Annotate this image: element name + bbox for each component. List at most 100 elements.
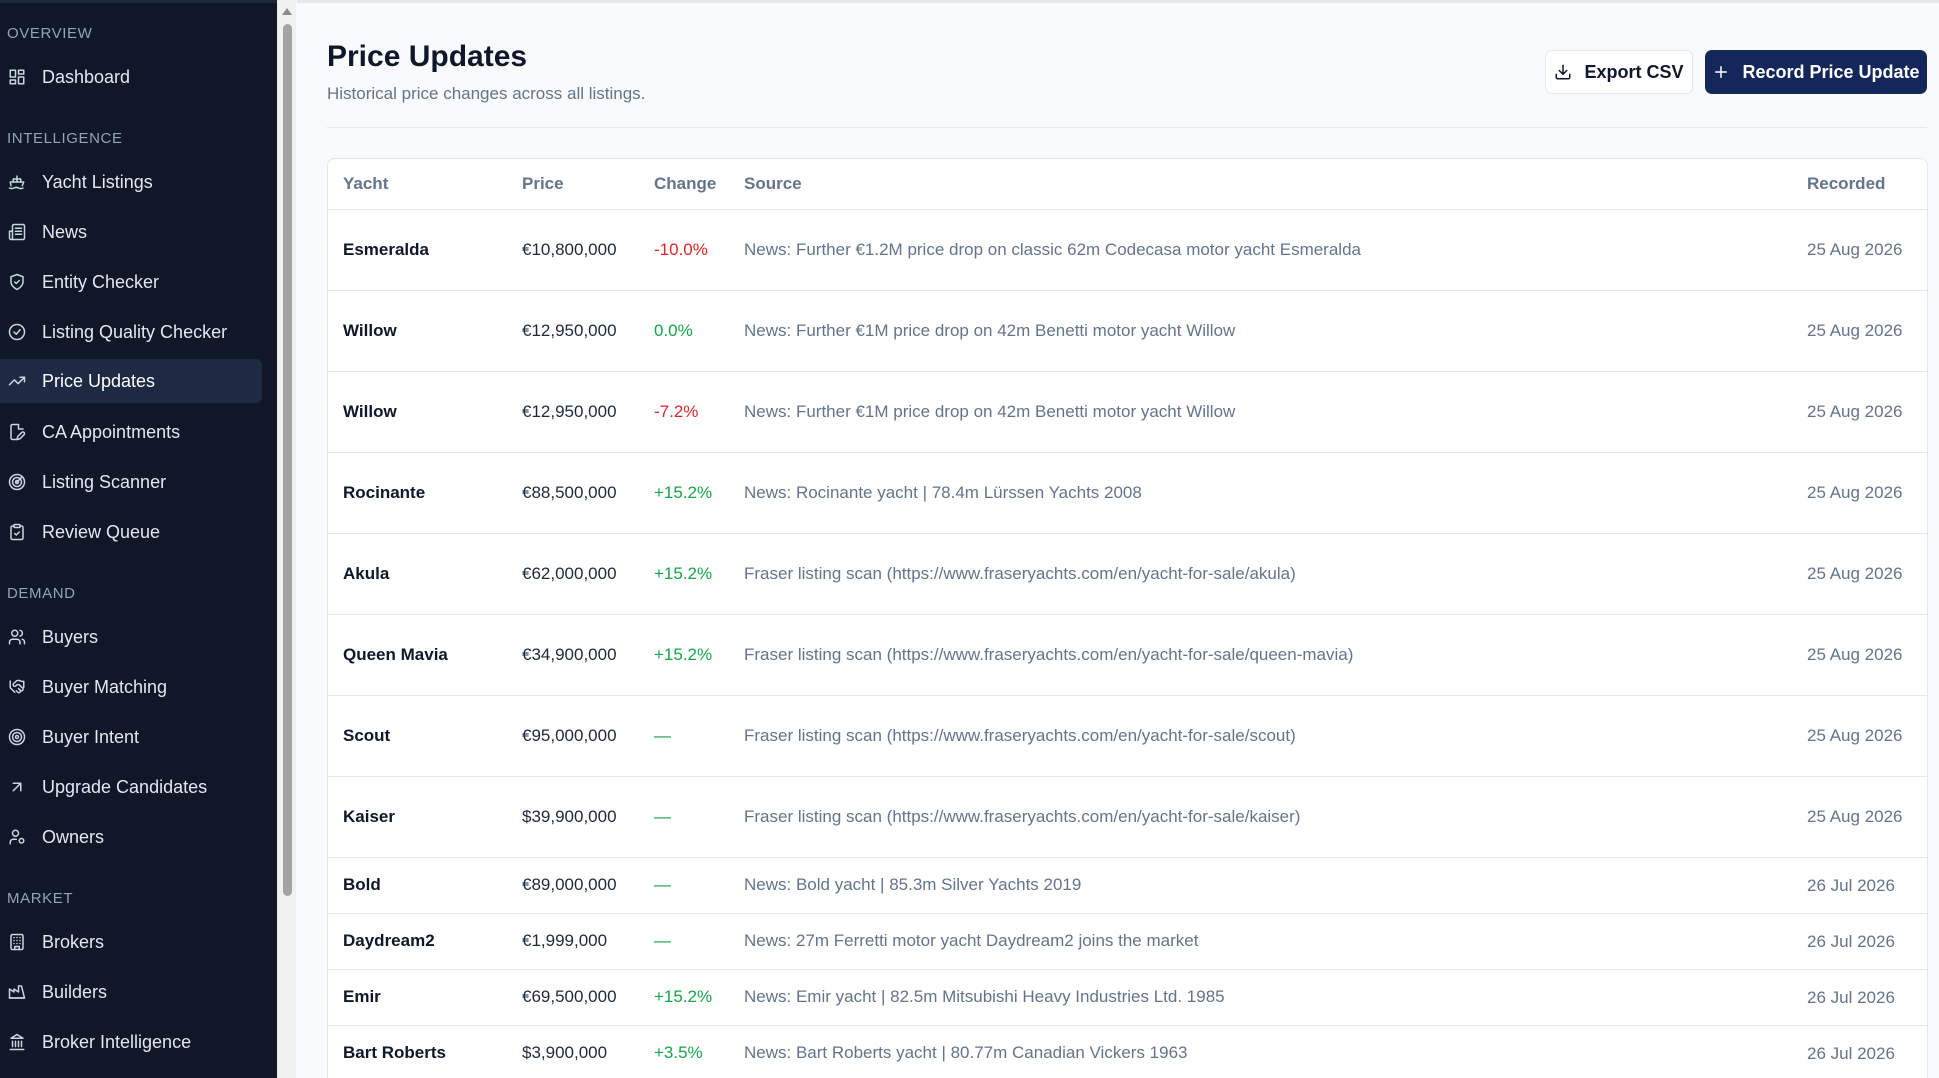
- sidebar-item-buyer-intent[interactable]: Buyer Intent: [0, 715, 262, 759]
- cell-yacht: Bold: [328, 857, 522, 914]
- record-price-update-button[interactable]: Record Price Update: [1705, 50, 1927, 94]
- sidebar-item-dashboard[interactable]: Dashboard: [0, 55, 262, 99]
- sidebar-item-label: Buyer Intent: [42, 726, 140, 747]
- target-icon: [7, 727, 27, 747]
- cell-source: News: Bart Roberts yacht | 80.77m Canadi…: [744, 1025, 1807, 1078]
- table-row[interactable]: Bart Roberts $3,900,000 +3.5% News: Bart Ro…: [328, 1025, 1927, 1078]
- cell-source: News: 27m Ferretti motor yacht Daydream2…: [744, 913, 1807, 970]
- ship-icon: [7, 172, 27, 192]
- trending-up-icon: [7, 371, 27, 391]
- sidebar-item-price-updates[interactable]: Price Updates: [0, 359, 262, 403]
- column-header-price[interactable]: Price: [522, 159, 654, 210]
- cell-recorded: 25 Aug 2026: [1807, 695, 1927, 777]
- arrow-up-right-icon: [7, 777, 27, 797]
- sidebar-item-buyer-matching[interactable]: Buyer Matching: [0, 665, 262, 709]
- sidebar-top-border: [0, 0, 277, 3]
- radar-icon: [7, 472, 27, 492]
- scroll-up-arrow-icon[interactable]: [282, 8, 292, 15]
- sidebar-item-owners[interactable]: Owners: [0, 815, 262, 859]
- sidebar-item-label: Upgrade Candidates: [42, 776, 208, 797]
- table-row[interactable]: Akula €62,000,000 +15.2% Fraser listing sca…: [328, 533, 1927, 615]
- sidebar-item-label: Listing Scanner: [42, 471, 167, 492]
- cell-change: —: [654, 913, 744, 970]
- sidebar-item-upgrade-candidates[interactable]: Upgrade Candidates: [0, 765, 262, 809]
- table-row[interactable]: Willow €12,950,000 -7.2% News: Further €1M …: [328, 371, 1927, 453]
- cell-yacht: Scout: [328, 695, 522, 777]
- record-price-update-label: Record Price Update: [1742, 61, 1920, 82]
- section-overview: OVERVIEW: [7, 25, 93, 42]
- cell-price: €95,000,000: [522, 695, 654, 777]
- sidebar-item-label: Listing Quality Checker: [42, 321, 228, 342]
- sidebar-item-ca-appointments[interactable]: CA Appointments: [0, 410, 262, 454]
- table-row[interactable]: Emir €69,500,000 +15.2% News: Emir yacht | …: [328, 969, 1927, 1026]
- cell-yacht: Bart Roberts: [328, 1025, 522, 1078]
- cell-price: €69,500,000: [522, 969, 654, 1026]
- cell-price: €10,800,000: [522, 209, 654, 291]
- price-updates-table-card: Yacht Price Change Source Recorded Esmer…: [327, 158, 1928, 1078]
- landmark-icon: [7, 1032, 27, 1052]
- sidebar-item-builders[interactable]: Builders: [0, 970, 262, 1014]
- column-header-yacht[interactable]: Yacht: [328, 159, 522, 210]
- cell-recorded: 25 Aug 2026: [1807, 290, 1927, 372]
- sidebar-item-label: Owners: [42, 826, 105, 847]
- user-key-icon: [7, 827, 27, 847]
- cell-source: News: Further €1M price drop on 42m Bene…: [744, 371, 1807, 453]
- sidebar-item-review-queue[interactable]: Review Queue: [0, 510, 262, 554]
- sidebar-item-label: CA Appointments: [42, 421, 181, 442]
- sidebar-item-broker-intelligence[interactable]: Broker Intelligence: [0, 1020, 262, 1064]
- scrollbar-thumb[interactable]: [283, 24, 292, 896]
- plus-icon: [1715, 66, 1728, 78]
- sidebar-item-label: Dashboard: [42, 66, 131, 87]
- sidebar-item-entity-checker[interactable]: Entity Checker: [0, 260, 262, 304]
- cell-yacht: Daydream2: [328, 913, 522, 970]
- sidebar-item-listing-scanner[interactable]: Listing Scanner: [0, 460, 262, 504]
- users-icon: [7, 627, 27, 647]
- cell-source: News: Further €1M price drop on 42m Bene…: [744, 290, 1807, 372]
- table-row[interactable]: Bold €89,000,000— News: Bold yacht | 85.3m…: [328, 857, 1927, 914]
- cell-price: €1,999,000: [522, 913, 654, 970]
- export-csv-button[interactable]: Export CSV: [1545, 50, 1693, 94]
- column-header-source[interactable]: Source: [744, 159, 1807, 210]
- cell-recorded: 25 Aug 2026: [1807, 533, 1927, 615]
- sidebar-item-label: Buyer Matching: [42, 676, 168, 697]
- column-header-change[interactable]: Change: [654, 159, 744, 210]
- shield-icon: [7, 272, 27, 292]
- table-row[interactable]: Queen Mavia €34,900,000 +15.2% Fraser listi…: [328, 614, 1927, 696]
- sidebar-scrollbar[interactable]: [277, 0, 296, 1078]
- cell-yacht: Akula: [328, 533, 522, 615]
- cell-recorded: 26 Jul 2026: [1807, 857, 1927, 914]
- cell-change: +15.2%: [654, 452, 744, 534]
- page-title: Price Updates: [327, 40, 528, 73]
- sidebar-item-news[interactable]: News: [0, 210, 262, 254]
- sidebar-item-buyers[interactable]: Buyers: [0, 615, 262, 659]
- table-row[interactable]: Scout €95,000,000— Fraser listing scan (ht…: [328, 695, 1927, 777]
- cell-change: -7.2%: [654, 371, 744, 453]
- cell-price: €12,950,000: [522, 290, 654, 372]
- table-row[interactable]: Rocinante €88,500,000 +15.2% News: Rocinant…: [328, 452, 1927, 534]
- table-row[interactable]: Willow €12,950,000 0.0% News: Further €1M p…: [328, 290, 1927, 372]
- sidebar-item-yacht-listings[interactable]: Yacht Listings: [0, 160, 262, 204]
- handshake-icon: [7, 677, 27, 697]
- export-csv-label: Export CSV: [1584, 61, 1684, 82]
- main-content: Price Updates Historical price changes a…: [297, 0, 1939, 1078]
- cell-source: News: Bold yacht | 85.3m Silver Yachts 2…: [744, 857, 1807, 914]
- sidebar-item-brokers[interactable]: Brokers: [0, 920, 262, 964]
- cell-change: —: [654, 776, 744, 858]
- table-row[interactable]: Kaiser $39,900,000— Fraser listing scan (h…: [328, 776, 1927, 858]
- cell-recorded: 25 Aug 2026: [1807, 371, 1927, 453]
- sidebar-item-listing-quality-checker[interactable]: Listing Quality Checker: [0, 310, 262, 354]
- cell-change: —: [654, 695, 744, 777]
- cell-price: €88,500,000: [522, 452, 654, 534]
- factory-icon: [7, 982, 27, 1002]
- table-row[interactable]: Esmeralda €10,800,000 -10.0% News: Further …: [328, 209, 1927, 291]
- newspaper-icon: [7, 222, 27, 242]
- cell-source: Fraser listing scan (https://www.frasery…: [744, 533, 1807, 615]
- table-row[interactable]: Daydream2 €1,999,000— News: 27m Ferretti m…: [328, 913, 1927, 970]
- sidebar: OVERVIEW Dashboard INTELLIGENCE Yacht Li…: [0, 0, 277, 1078]
- section-market: MARKET: [7, 890, 74, 907]
- cell-yacht: Rocinante: [328, 452, 522, 534]
- cell-price: $3,900,000: [522, 1025, 654, 1078]
- sidebar-item-label: News: [42, 221, 88, 242]
- sidebar-item-label: Brokers: [42, 931, 105, 952]
- column-header-recorded[interactable]: Recorded: [1807, 159, 1927, 210]
